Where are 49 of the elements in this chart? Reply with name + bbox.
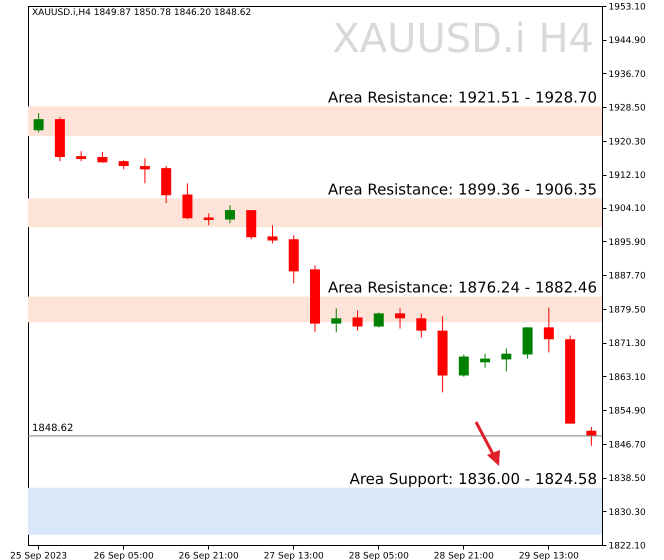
candlestick (224, 204, 235, 224)
x-tick-label: 28 Sep 05:00 (348, 552, 410, 560)
candlestick (395, 308, 406, 330)
y-tick-label: 1879.50 (608, 305, 646, 316)
y-tick-label: 1895.90 (608, 238, 646, 248)
y-tick-label: 1936.70 (608, 70, 646, 80)
candlestick (458, 354, 469, 378)
annotation: XAUUSD.i,H4 1849.87 1850.78 1846.20 1848.62 (32, 8, 252, 18)
candlestick (544, 307, 554, 353)
candlestick (374, 312, 384, 328)
candlestick (182, 182, 192, 220)
candlestick (118, 160, 129, 170)
band-label: Area Support: 1836.00 - 1824.58 (350, 470, 597, 488)
y-tick-label: 1920.30 (608, 137, 646, 148)
candlestick (480, 353, 490, 368)
x-tick-label: 26 Sep 05:00 (94, 552, 154, 560)
y-tick-label: 1928.50 (608, 104, 646, 114)
candlestick (76, 150, 86, 162)
y-tick-label: 1871.30 (608, 339, 646, 350)
x-tick-label: 29 Sep 13:00 (518, 552, 580, 560)
candlestick (586, 426, 596, 446)
candlestick (501, 348, 512, 372)
x-tick-label: 28 Sep 21:00 (434, 552, 494, 560)
candlestick (34, 112, 44, 133)
y-tick-label: 1838.50 (608, 474, 646, 484)
y-tick-label: 1863.10 (608, 372, 646, 383)
candlestick (267, 224, 278, 244)
y-tick-label: 1912.10 (608, 171, 646, 182)
candlestick (416, 312, 426, 338)
y-tick-label: 1822.10 (608, 542, 646, 552)
x-tick-label: 25 Sep 2023 (10, 552, 68, 560)
band-label: Area Resistance: 1899.36 - 1906.35 (328, 180, 597, 198)
y-tick-label: 1887.70 (608, 272, 646, 282)
y-tick-label: 1830.30 (608, 508, 646, 518)
x-tick-label: 27 Sep 13:00 (264, 552, 324, 560)
y-tick-label: 1846.70 (608, 440, 646, 450)
y-tick-label: 1904.10 (608, 204, 646, 214)
candlestick (204, 212, 214, 226)
candlestick (331, 308, 342, 333)
band-label: Area Resistance: 1876.24 - 1882.46 (328, 278, 597, 297)
candlestick (140, 158, 150, 184)
x-tick-label: 26 Sep 21:00 (178, 552, 240, 560)
candlestick (97, 152, 108, 164)
y-tick-label: 1944.90 (608, 36, 646, 46)
candlestick (352, 310, 363, 332)
y-tick-label: 1854.90 (608, 406, 646, 417)
band-label: Area Resistance: 1921.51 - 1928.70 (328, 88, 597, 106)
y-tick-label: 1953.10 (608, 2, 646, 12)
ref-line-label: 1848.62 (32, 422, 74, 434)
